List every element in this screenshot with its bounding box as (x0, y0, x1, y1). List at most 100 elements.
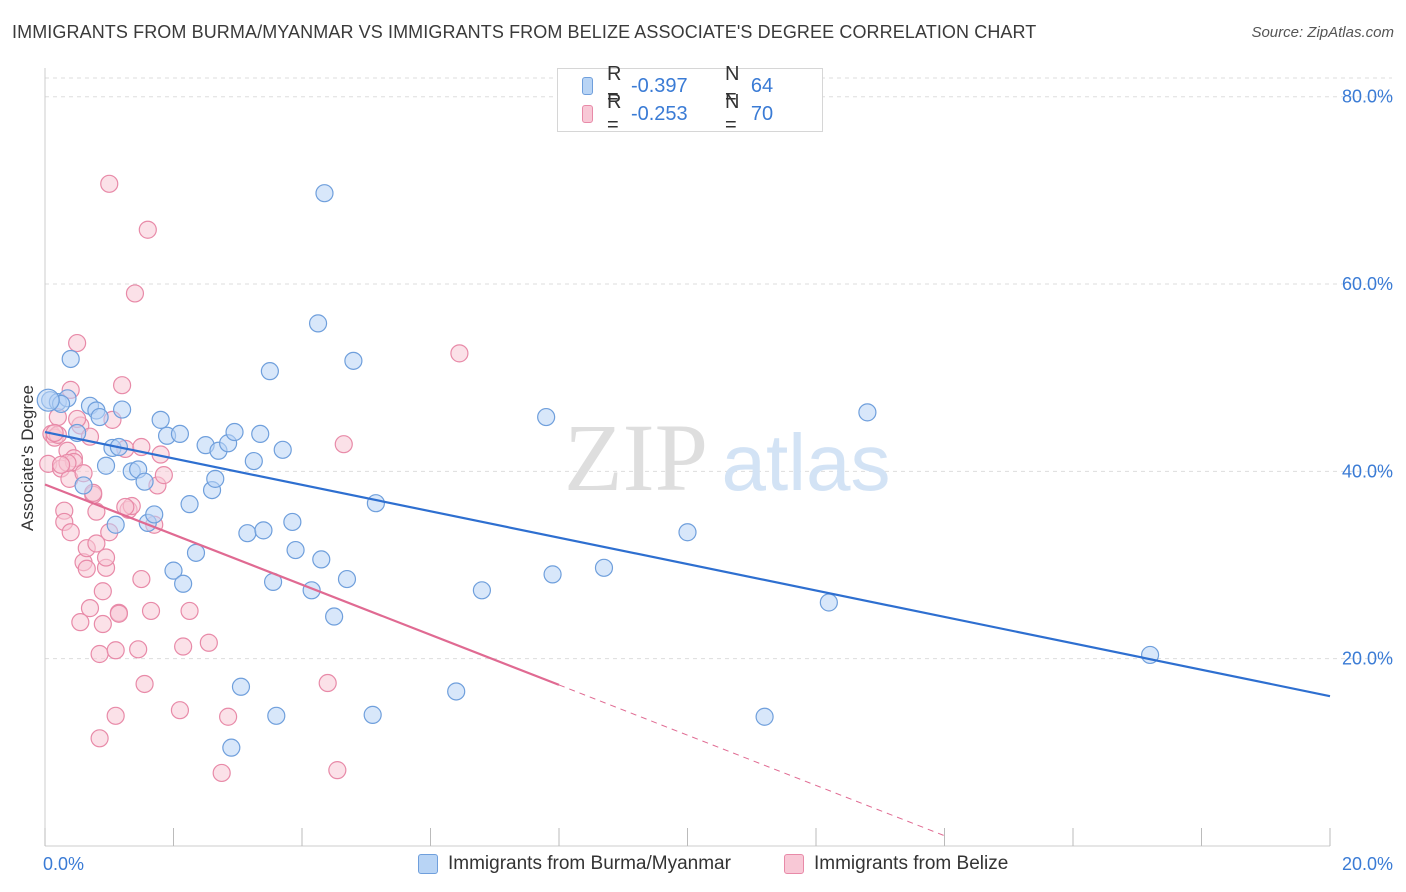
x-tick-label: 0.0% (43, 854, 84, 874)
watermark-zip: ZIP (564, 404, 708, 511)
burma-point (225, 422, 244, 442)
belize-point (125, 284, 145, 303)
burma-trend-line (44, 430, 1331, 698)
belize-point (138, 220, 157, 239)
belize-point (68, 333, 87, 353)
belize-point (318, 673, 337, 693)
belize-point (71, 613, 90, 632)
bottom-legend-label: Immigrants from Burma/Myanmar (448, 853, 731, 874)
burma-point (366, 494, 385, 513)
legend-r-value: -0.253 (630, 102, 688, 125)
belize-point (135, 674, 154, 694)
burma-point (170, 424, 190, 444)
burma-point (151, 410, 170, 429)
belize-point (219, 707, 238, 726)
burma-point (537, 407, 556, 427)
belize-point (212, 763, 231, 783)
burma-point (543, 565, 562, 584)
belize-point (80, 599, 100, 618)
legend-row-burma: R = -0.397 N = 64 (582, 63, 831, 108)
belize-point (87, 534, 106, 553)
belize-point (106, 706, 125, 725)
series-belize-points (39, 174, 469, 783)
legend-r-label: R = (607, 63, 622, 108)
burma-point (260, 362, 279, 381)
burma-point (174, 574, 193, 593)
burma-point (135, 472, 154, 491)
burma-point (254, 521, 273, 540)
burma-point (344, 351, 363, 370)
chart-title: IMMIGRANTS FROM BURMA/MYANMAR VS IMMIGRA… (12, 22, 1037, 42)
belize-point (141, 601, 161, 621)
burma-point (244, 451, 263, 471)
burma-point (325, 607, 344, 626)
belize-point (93, 582, 112, 601)
burma-point (286, 540, 305, 560)
legend-r-value: -0.397 (630, 74, 688, 97)
legend-n-value: 70 (750, 102, 774, 125)
bottom-legend-burma: Immigrants from Burma/Myanmar (418, 850, 731, 878)
y-tick-label: 40.0% (1342, 461, 1393, 481)
burma-point (678, 523, 697, 542)
belize-point (77, 559, 96, 578)
belize-trend-line-extension (558, 684, 945, 837)
burma-point (164, 561, 183, 580)
tick-labels: 20.0% 40.0% 60.0% 80.0% 0.0% 20.0% (43, 87, 1393, 874)
belize-point (154, 466, 173, 485)
legend-n-value: 64 (750, 74, 774, 97)
burma-point (472, 581, 491, 600)
belize-point (51, 455, 71, 474)
belize-trend-line (44, 483, 560, 686)
belize-point (170, 701, 190, 720)
burma-point (312, 550, 331, 569)
burma-point (755, 707, 774, 726)
burma-point (594, 558, 614, 577)
burma-point (273, 440, 292, 459)
burma-point (180, 495, 199, 514)
burma-point (858, 403, 877, 422)
watermark-atlas: atlas (722, 418, 891, 507)
burma-point (74, 476, 93, 495)
x-tick-label: 20.0% (1342, 854, 1393, 874)
legend-n-label: N = (724, 63, 740, 108)
legend-r-label: R = (607, 91, 622, 136)
burma-point (36, 388, 60, 412)
bottom-legend-swatch-pink (784, 854, 804, 874)
burma-point (231, 677, 251, 696)
belize-point (106, 641, 125, 660)
burma-point (315, 184, 334, 203)
belize-point (450, 344, 469, 363)
belize-point (180, 601, 199, 621)
burma-point (308, 314, 328, 333)
burma-point (145, 505, 164, 524)
burma-point (222, 738, 241, 757)
legend-n-label: N = (724, 91, 740, 136)
burma-point (267, 706, 286, 725)
belize-point (109, 604, 128, 623)
belize-point (334, 435, 353, 454)
belize-point (90, 729, 109, 748)
watermark: ZIP atlas (564, 404, 890, 511)
belize-point (129, 640, 148, 659)
burma-point (251, 424, 270, 444)
burma-point (112, 400, 132, 419)
belize-point (96, 548, 116, 567)
belize-point (90, 644, 109, 664)
belize-point (100, 174, 119, 193)
burma-point (819, 593, 838, 612)
legend-swatch-pink (582, 105, 594, 123)
burma-point (337, 569, 357, 589)
burma-point (106, 515, 125, 534)
correlation-legend: R = -0.397 N = 64 R = -0.253 N = 70 (557, 63, 823, 136)
burma-point (238, 524, 257, 543)
legend-swatch-blue (582, 77, 594, 95)
belize-point (93, 614, 112, 634)
burma-point (90, 407, 109, 427)
bottom-legend-belize: Immigrants from Belize (784, 850, 1008, 878)
y-tick-label: 20.0% (1342, 649, 1393, 669)
burma-point (447, 682, 466, 701)
y-tick-label: 80.0% (1342, 87, 1393, 107)
burma-point (61, 349, 80, 369)
belize-point (112, 376, 132, 395)
